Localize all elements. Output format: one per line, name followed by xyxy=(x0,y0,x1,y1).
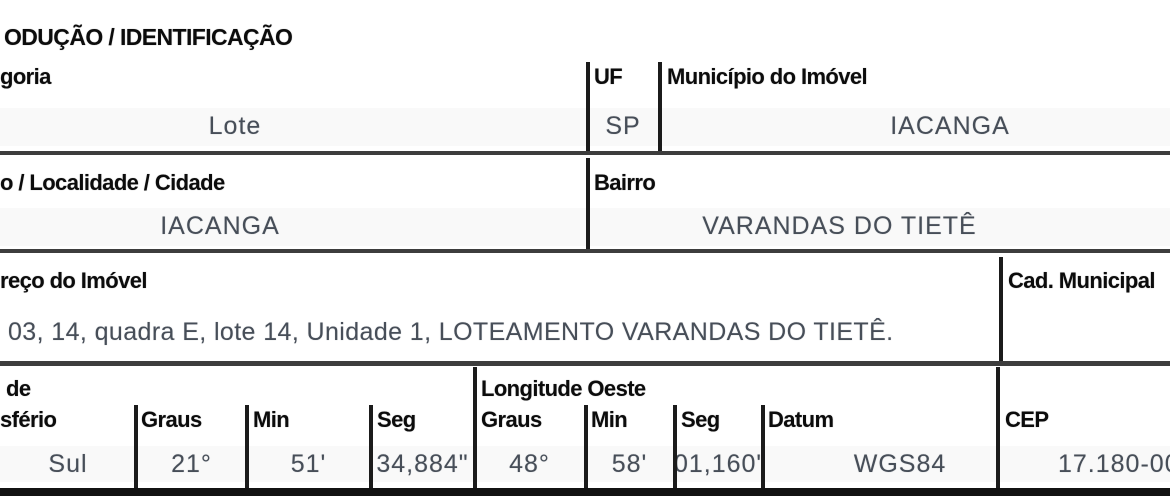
lon-min-label: Min xyxy=(591,407,628,432)
lon-graus-value: 48° xyxy=(509,450,550,478)
lon-graus-label: Graus xyxy=(481,407,542,432)
categoria-label: goria xyxy=(0,64,51,89)
cell-divider xyxy=(761,405,765,489)
bairro-value: VARANDAS DO TIETÊ xyxy=(702,212,977,240)
localidade-label: o / Localidade / Cidade xyxy=(0,170,225,195)
cell-divider xyxy=(245,405,249,489)
datum-value: WGS84 xyxy=(853,450,947,478)
cell-divider xyxy=(673,405,677,489)
lon-min-value: 58' xyxy=(611,450,648,478)
categoria-value: Lote xyxy=(208,112,262,140)
cell-divider xyxy=(134,405,138,489)
uf-label: UF xyxy=(594,64,623,89)
row-divider xyxy=(0,151,1170,155)
municipio-value: IACANGA xyxy=(890,112,1010,140)
cell-divider xyxy=(369,405,373,489)
cep-label: CEP xyxy=(1005,407,1049,432)
municipio-label: Município do Imóvel xyxy=(667,64,868,89)
lat-min-label: Min xyxy=(253,407,290,432)
cell-divider xyxy=(586,158,590,250)
cell-divider xyxy=(584,405,588,489)
lon-seg-label: Seg xyxy=(681,407,720,432)
cell-divider xyxy=(996,367,1000,489)
lat-graus-label: Graus xyxy=(141,407,202,432)
endereco-value: 03, 14, quadra E, lote 14, Unidade 1, LO… xyxy=(8,318,894,346)
cep-value: 17.180-000 xyxy=(1058,450,1170,478)
uf-value: SP xyxy=(605,112,641,140)
lat-seg-label: Seg xyxy=(377,407,416,432)
endereco-label: reço do Imóvel xyxy=(0,268,147,293)
bairro-label: Bairro xyxy=(594,170,656,195)
cell-divider xyxy=(999,257,1003,362)
datum-label: Datum xyxy=(768,407,834,432)
longitude-group-label: Longitude Oeste xyxy=(481,376,646,401)
row-divider xyxy=(0,249,1170,253)
lon-seg-value: 01,160" xyxy=(674,450,767,478)
hemisferio-label: sfério xyxy=(0,407,57,432)
cell-divider xyxy=(658,62,662,152)
section-title: ODUÇÃO / IDENTIFICAÇÃO xyxy=(4,24,293,50)
localidade-value: IACANGA xyxy=(160,212,280,240)
latitude-group-label: de xyxy=(6,376,31,401)
lat-seg-value: 34,884" xyxy=(376,450,469,478)
cell-divider xyxy=(473,367,477,489)
row-divider xyxy=(0,361,1170,366)
lat-graus-value: 21° xyxy=(171,450,212,478)
cell-divider xyxy=(586,62,590,152)
hemisferio-value: Sul xyxy=(48,450,88,478)
lat-min-value: 51' xyxy=(290,450,327,478)
cad-municipal-label: Cad. Municipal xyxy=(1008,268,1155,293)
table-bottom-border xyxy=(0,488,1170,496)
